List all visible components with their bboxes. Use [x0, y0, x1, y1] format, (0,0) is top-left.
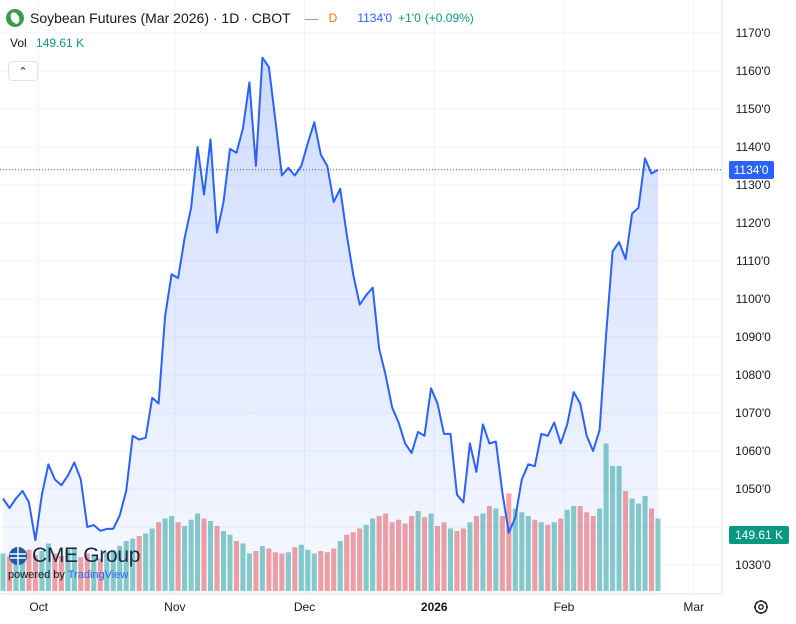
soybean-logo-icon: [6, 9, 24, 27]
time-axis: Oct Nov Dec 2026 Feb Mar: [29, 600, 704, 614]
price-axis: 1030'0 1050'0 1060'0 1070'0 1080'0 1090'0 1100…: [735, 26, 771, 572]
last-volume-label: 149.61 K: [729, 526, 789, 544]
last-price-label-text: 1134'0: [734, 163, 769, 177]
chart-header: Soybean Futures (Mar 2026) · 1D · CBOT —…: [6, 8, 474, 28]
chevron-up-icon: ⌃: [18, 65, 28, 78]
gear-icon[interactable]: [753, 599, 769, 615]
time-tick-label: Dec: [294, 600, 315, 614]
price-area-fill: [3, 57, 658, 594]
price-tick-label: 1050'0: [735, 482, 771, 496]
last-volume-label-text: 149.61 K: [735, 528, 783, 542]
cme-logo: CME Group: [8, 544, 140, 568]
price-tick-label: 1140'0: [736, 140, 771, 154]
price-tick-label: 1090'0: [735, 330, 771, 344]
price-tick-label: 1100'0: [736, 292, 771, 306]
price-tick-label: 1150'0: [736, 102, 771, 116]
cme-brand: CME Group: [32, 544, 141, 567]
volume-label: Vol: [10, 36, 27, 50]
last-price: 1134'0: [357, 11, 393, 25]
price-line: [2, 56, 659, 542]
price-change: +1'0: [398, 11, 421, 25]
powered-prefix: powered by: [8, 569, 68, 581]
time-tick-label: Oct: [29, 600, 48, 614]
price-tick-label: 1070'0: [735, 406, 771, 420]
price-tick-label: 1110'0: [736, 254, 770, 268]
price-tick-label: 1130'0: [736, 178, 771, 192]
cme-globe-icon: [9, 547, 27, 565]
price-tick-label: 1170'0: [736, 26, 771, 40]
volume-value: 149.61 K: [36, 36, 85, 50]
watermark: CME Group powered by TradingView: [8, 544, 140, 581]
dash-separator: —: [304, 10, 319, 26]
timeframe-badge: D: [328, 11, 338, 25]
volume-legend: Vol 149.61 K: [10, 36, 84, 50]
time-tick-label: Nov: [164, 600, 185, 614]
price-tick-label: 1080'0: [735, 368, 771, 382]
price-tick-label: 1030'0: [735, 558, 771, 572]
time-tick-label: Feb: [554, 600, 575, 614]
symbol-title[interactable]: Soybean Futures (Mar 2026) · 1D · CBOT: [30, 10, 291, 26]
tradingview-brand[interactable]: TradingView: [67, 569, 129, 581]
time-tick-label: 2026: [421, 600, 448, 614]
last-price-label: 1134'0: [729, 161, 774, 179]
powered-by: powered by TradingView: [8, 569, 140, 581]
price-change-percent: (+0.09%): [424, 11, 474, 25]
collapse-legend-button[interactable]: ⌃: [8, 61, 38, 81]
time-tick-label: Mar: [683, 600, 704, 614]
price-tick-label: 1060'0: [735, 444, 771, 458]
price-tick-label: 1120'0: [736, 216, 771, 230]
price-tick-label: 1160'0: [736, 64, 771, 78]
